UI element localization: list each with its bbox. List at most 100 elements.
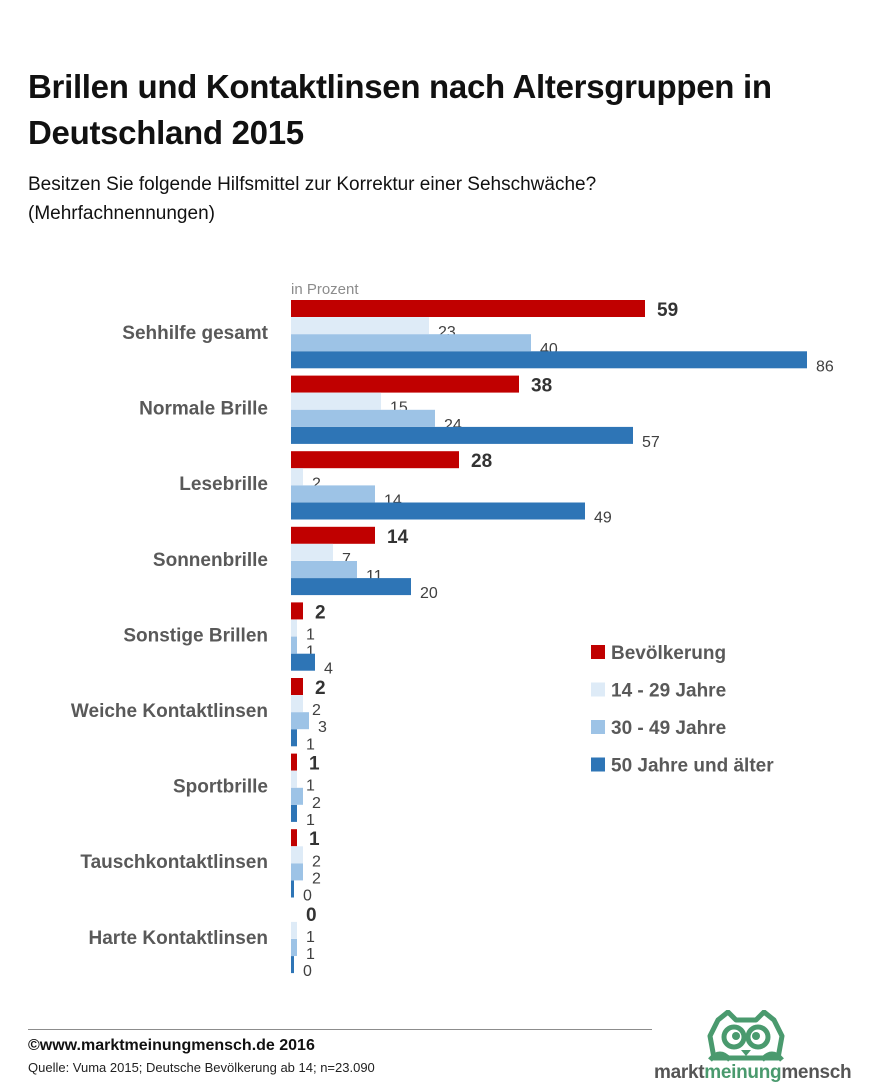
bar-30-49-jahre <box>291 636 297 654</box>
legend-item-14-29-jahre: 14 - 29 Jahre <box>591 681 726 702</box>
bar-30-49-jahre <box>291 485 375 503</box>
subtitle-note: (Mehrfachnennungen) <box>28 203 215 224</box>
bar-14-29-jahre <box>291 317 429 335</box>
bar-30-49-jahre <box>291 409 435 427</box>
bar-bevölkerung <box>291 829 297 847</box>
bar-30-49-jahre <box>291 712 309 730</box>
value-label: 1 <box>306 929 315 946</box>
legend-item-bevölkerung: Bevölkerung <box>591 643 726 664</box>
bar-30-49-jahre <box>291 334 531 352</box>
bar-14-29-jahre <box>291 846 303 864</box>
category-label: Weiche Kontaktlinsen <box>71 701 268 722</box>
value-label: 57 <box>642 434 660 451</box>
value-label: 2 <box>312 853 321 870</box>
value-label: 49 <box>594 510 612 527</box>
bar-14-29-jahre <box>291 770 297 788</box>
bar-50-jahre-und-älter <box>291 426 633 444</box>
legend-swatch <box>591 720 605 734</box>
value-label: 1 <box>306 644 315 661</box>
bar-30-49-jahre <box>291 939 297 956</box>
value-label: 38 <box>531 376 552 397</box>
category-label: Lesebrille <box>179 474 268 495</box>
bar-bevölkerung <box>291 678 303 695</box>
category-label: Tauschkontaktlinsen <box>80 852 268 873</box>
value-label: 1 <box>306 627 315 644</box>
value-label: 3 <box>318 719 327 736</box>
bar-14-29-jahre <box>291 468 303 486</box>
value-label: 1 <box>306 812 315 829</box>
legend-label: 50 Jahre und älter <box>611 756 774 777</box>
legend-item-50-jahre-und-älter: 50 Jahre und älter <box>591 756 774 777</box>
copyright: ©www.marktmeinungmensch.de 2016 <box>28 1037 315 1054</box>
bar-bevölkerung <box>291 526 375 544</box>
value-label: 7 <box>342 551 351 568</box>
legend-swatch <box>591 757 605 772</box>
category-label: Sonnenbrille <box>153 550 268 571</box>
value-label: 0 <box>303 888 312 905</box>
bar-14-29-jahre <box>291 695 303 713</box>
category-label: Sportbrille <box>173 777 268 798</box>
logo-wordmark: marktmeinungmensch <box>654 1062 852 1083</box>
category-label: Sonstige Brillen <box>123 625 268 646</box>
value-label: 1 <box>306 778 315 795</box>
chart-subtitle: Besitzen Sie folgende Hilfsmittel zur Ko… <box>28 170 848 228</box>
legend-label: 14 - 29 Jahre <box>611 681 726 702</box>
value-label: 0 <box>303 963 312 980</box>
value-label: 59 <box>657 300 678 321</box>
bar-30-49-jahre <box>291 561 357 578</box>
bar-bevölkerung <box>291 753 297 771</box>
bar-14-29-jahre <box>291 543 333 561</box>
brand-logo: marktmeinungmensch <box>650 1010 886 1086</box>
bar-50-jahre-und-älter <box>291 729 297 747</box>
bar-chart: in Prozent Sehhilfe gesamt59234086Normal… <box>71 281 834 980</box>
bar-50-jahre-und-älter <box>291 956 294 974</box>
value-label: 28 <box>471 451 492 472</box>
value-label: 2 <box>312 702 321 719</box>
legend-item-30-49-jahre: 30 - 49 Jahre <box>591 718 726 739</box>
bar-30-49-jahre <box>291 787 303 805</box>
bar-14-29-jahre <box>291 921 297 939</box>
source-note: Quelle: Vuma 2015; Deutsche Bevölkerung … <box>28 1060 375 1075</box>
bar-bevölkerung <box>291 602 303 620</box>
value-label: 2 <box>312 870 321 887</box>
bar-bevölkerung <box>291 300 645 317</box>
value-label: 1 <box>309 829 320 850</box>
bar-50-jahre-und-älter <box>291 578 411 596</box>
value-label: 4 <box>324 661 333 678</box>
value-label: 2 <box>312 475 321 492</box>
bar-bevölkerung <box>291 451 459 469</box>
bar-bevölkerung <box>291 375 519 393</box>
value-label: 86 <box>816 358 834 375</box>
legend-swatch <box>591 645 605 659</box>
value-label: 20 <box>420 585 438 602</box>
category-label: Harte Kontaktlinsen <box>89 928 268 949</box>
bar-30-49-jahre <box>291 863 303 881</box>
value-label: 1 <box>306 736 315 753</box>
bar-50-jahre-und-älter <box>291 804 297 822</box>
value-label: 2 <box>312 795 321 812</box>
bar-14-29-jahre <box>291 619 297 637</box>
owl-icon <box>707 1010 785 1062</box>
value-label: 1 <box>309 754 320 775</box>
subtitle-question: Besitzen Sie folgende Hilfsmittel zur Ko… <box>28 174 597 195</box>
legend-swatch <box>591 682 605 697</box>
value-label: 0 <box>306 905 317 926</box>
bar-50-jahre-und-älter <box>291 653 315 671</box>
value-label: 14 <box>387 527 409 548</box>
bar-50-jahre-und-älter <box>291 351 807 369</box>
bar-50-jahre-und-älter <box>291 502 585 520</box>
bar-14-29-jahre <box>291 392 381 410</box>
value-label: 2 <box>315 602 326 623</box>
legend-label: Bevölkerung <box>611 643 726 664</box>
legend-label: 30 - 49 Jahre <box>611 718 726 739</box>
value-label: 2 <box>315 678 326 699</box>
